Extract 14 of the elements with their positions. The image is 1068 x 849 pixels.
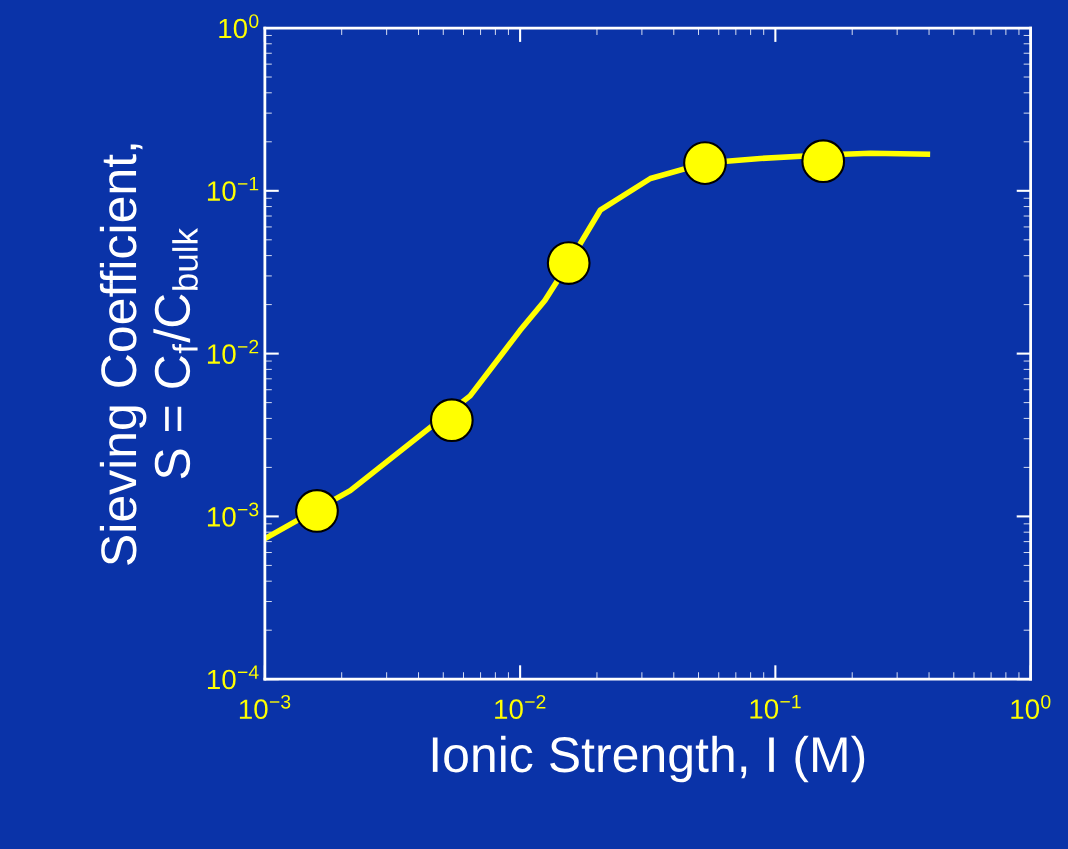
y-tick-label: 10$^{−2}$ — [207, 339, 259, 364]
x-tick-label: 10$^{−3}$ — [239, 694, 291, 720]
point — [295, 489, 339, 533]
y-tick-label: 10$^{−1}$ — [207, 176, 259, 201]
y-tick-label: 10$^{−4}$ — [207, 665, 259, 690]
x-tick-label: 10$^{−1}$ — [750, 694, 801, 719]
point — [801, 139, 846, 184]
y-axis-title: Sieving Coefficient, S = C$_{f}$/C$_{bulk}$ — [99, 144, 198, 565]
point — [546, 241, 591, 285]
x-tick-label: 10$^{0}$ — [1011, 694, 1051, 720]
y-tick-label: 10$^{−3}$ — [207, 502, 259, 527]
x-tick-label: 10$^{−2}$ — [495, 694, 546, 720]
y-tick-label: 10$^{0}$ — [219, 14, 259, 39]
x-axis-title: Ionic Strength, I (M) — [432, 735, 865, 783]
